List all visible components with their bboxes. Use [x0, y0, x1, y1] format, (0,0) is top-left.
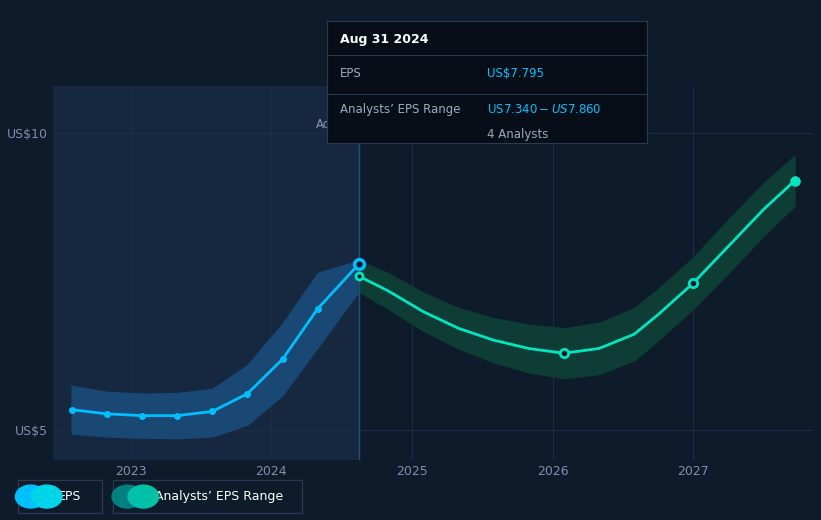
FancyBboxPatch shape [18, 480, 103, 513]
Ellipse shape [16, 485, 46, 508]
Ellipse shape [112, 485, 143, 508]
Text: EPS: EPS [58, 490, 81, 503]
Text: Analysts Forecasts: Analysts Forecasts [365, 119, 474, 132]
Ellipse shape [31, 485, 62, 508]
Text: US$7.795: US$7.795 [487, 67, 544, 80]
Text: EPS: EPS [340, 67, 361, 80]
Text: 4 Analysts: 4 Analysts [487, 128, 548, 141]
FancyBboxPatch shape [112, 480, 302, 513]
Text: Analysts’ EPS Range: Analysts’ EPS Range [340, 102, 460, 115]
Ellipse shape [128, 485, 158, 508]
Text: US$7.340 - US$7.860: US$7.340 - US$7.860 [487, 102, 602, 115]
Text: Aug 31 2024: Aug 31 2024 [340, 33, 428, 46]
Bar [53, 86, 359, 460]
Text: Analysts’ EPS Range: Analysts’ EPS Range [155, 490, 283, 503]
Text: Actual: Actual [316, 119, 353, 132]
